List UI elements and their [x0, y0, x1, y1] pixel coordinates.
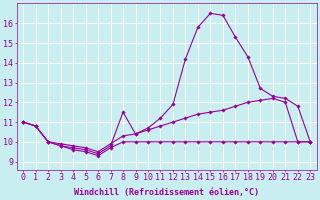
- X-axis label: Windchill (Refroidissement éolien,°C): Windchill (Refroidissement éolien,°C): [74, 188, 259, 197]
